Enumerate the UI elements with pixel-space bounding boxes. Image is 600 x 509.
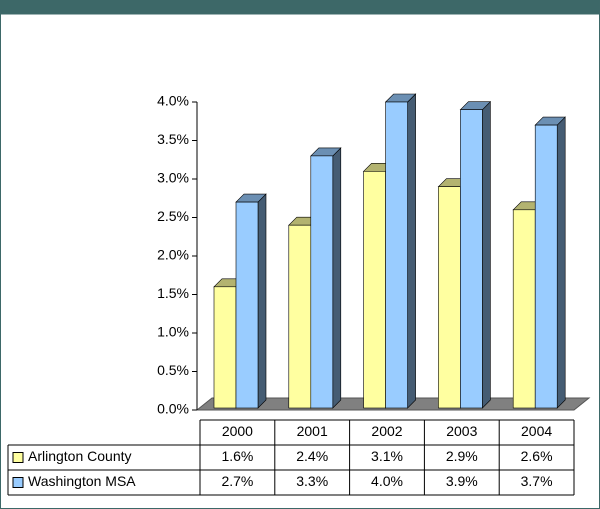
y-tick-label: 2.0% <box>157 247 189 263</box>
data-label: 2.6% <box>521 448 553 464</box>
y-tick-label: 3.0% <box>157 170 189 186</box>
bar-side <box>556 116 566 409</box>
bar <box>534 124 558 409</box>
data-label: 3.9% <box>446 473 478 489</box>
bar <box>385 101 408 409</box>
x-tick-label: 2004 <box>521 423 552 439</box>
legend-label: Arlington County <box>28 448 132 464</box>
bar-side <box>257 193 267 409</box>
bar <box>310 155 334 409</box>
y-tick-label: 0.5% <box>157 362 189 378</box>
header-band <box>0 0 600 14</box>
y-tick-label: 3.5% <box>157 131 189 147</box>
data-label: 2.4% <box>296 448 328 464</box>
bar <box>460 109 483 409</box>
data-label: 1.6% <box>221 448 253 464</box>
bar <box>235 201 259 409</box>
legend-swatch <box>12 477 24 488</box>
data-label: 3.7% <box>521 473 553 489</box>
x-tick-label: 2001 <box>297 423 328 439</box>
x-tick-label: 2000 <box>222 423 253 439</box>
bar-side <box>332 147 342 409</box>
data-label: 2.9% <box>446 448 478 464</box>
legend-label: Washington MSA <box>28 473 136 489</box>
bar <box>512 209 536 409</box>
legend-swatch <box>12 452 24 463</box>
data-label: 2.7% <box>221 473 253 489</box>
bar-side <box>482 100 491 409</box>
data-label: 3.1% <box>371 448 403 464</box>
y-tick-label: 4.0% <box>157 93 189 109</box>
x-tick-label: 2002 <box>371 423 402 439</box>
bar <box>363 171 386 409</box>
y-tick-label: 0.0% <box>157 401 189 417</box>
x-tick-label: 2003 <box>446 423 477 439</box>
y-tick-label: 2.5% <box>157 208 189 224</box>
bar-side <box>407 93 416 409</box>
data-label: 4.0% <box>371 473 403 489</box>
bar <box>438 186 461 409</box>
data-label: 3.3% <box>296 473 328 489</box>
bar <box>213 286 237 409</box>
y-tick-label: 1.0% <box>157 324 189 340</box>
bar <box>288 224 312 409</box>
y-tick-label: 1.5% <box>157 285 189 301</box>
